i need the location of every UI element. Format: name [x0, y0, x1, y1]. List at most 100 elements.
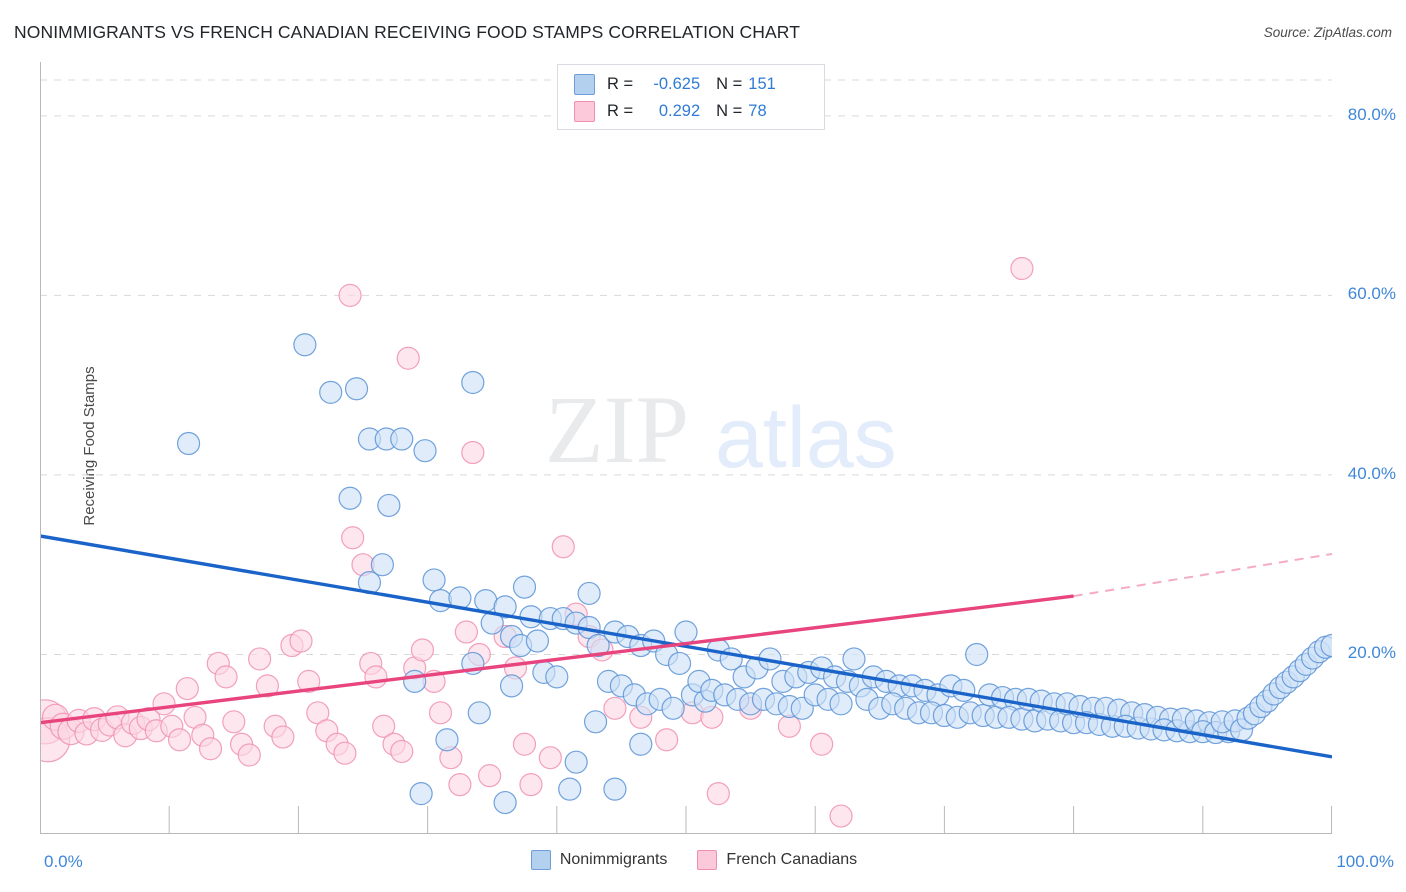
trend-line-french-canadians	[40, 594, 1074, 725]
y-axis-tick-label: 60.0%	[1347, 284, 1396, 304]
data-point	[661, 696, 685, 720]
data-point	[493, 595, 517, 619]
data-point	[551, 535, 575, 559]
data-point	[965, 642, 989, 667]
data-point	[512, 575, 537, 599]
data-point	[248, 647, 272, 671]
data-point	[454, 620, 478, 644]
source-attribution: Source: ZipAtlas.com	[1263, 25, 1392, 40]
series-legend-swatch-french-canadians	[697, 850, 718, 870]
data-point	[152, 692, 176, 716]
watermark: ZIP atlas	[545, 376, 897, 486]
data-point	[372, 714, 396, 738]
data-point	[448, 773, 472, 797]
trend-line-nonimmigrants	[40, 534, 1332, 759]
data-point	[478, 764, 502, 788]
data-point	[461, 370, 485, 395]
x-axis-ticks	[40, 806, 1332, 834]
data-point	[655, 728, 679, 752]
data-point	[410, 638, 435, 662]
data-point	[512, 732, 537, 756]
data-point	[255, 674, 279, 698]
data-point	[422, 568, 446, 592]
data-point	[829, 804, 853, 828]
data-point	[344, 377, 369, 401]
watermark-zip: ZIP	[545, 376, 689, 483]
data-point	[629, 732, 653, 756]
data-point	[338, 486, 362, 510]
data-point	[319, 380, 343, 404]
data-point	[175, 676, 199, 701]
series-legend-item-nonimmigrants[interactable]: Nonimmigrants	[530, 850, 667, 870]
data-point	[428, 701, 453, 725]
y-axis-tick-label: 20.0%	[1347, 643, 1396, 663]
data-point	[525, 629, 550, 653]
french-canadian-points	[40, 256, 1034, 828]
data-point	[176, 431, 201, 456]
data-point	[413, 439, 437, 463]
data-point	[364, 665, 388, 689]
stats-legend: R = -0.625 N = 151 R = 0.292 N = 78	[557, 64, 825, 130]
data-point	[198, 737, 223, 761]
data-point	[519, 605, 543, 629]
trend-line-extension-french-canadians	[1073, 552, 1332, 598]
legend-swatch-nonimmigrants	[574, 74, 595, 95]
n-value-pink: 78	[748, 102, 767, 120]
data-point	[409, 782, 433, 806]
data-point	[667, 651, 692, 676]
r-label-blue: R =	[607, 75, 634, 93]
data-point	[435, 728, 459, 752]
data-point	[293, 333, 317, 357]
data-point	[577, 581, 601, 606]
data-point	[370, 553, 394, 577]
data-point	[377, 493, 401, 518]
series-legend-swatch-nonimmigrants	[530, 850, 551, 870]
data-point	[390, 427, 414, 451]
data-point	[706, 782, 730, 806]
n-value-blue: 151	[748, 75, 776, 93]
data-point	[461, 440, 485, 465]
n-label-pink: N =	[716, 102, 743, 120]
data-point	[214, 665, 238, 689]
data-point	[603, 696, 627, 720]
data-point	[390, 739, 414, 764]
data-point	[396, 346, 420, 370]
r-value-blue: -0.625	[653, 75, 701, 93]
x-axis-max-label: 100.0%	[1336, 852, 1394, 871]
data-point	[952, 678, 976, 702]
data-point	[338, 283, 362, 307]
data-point	[564, 750, 588, 774]
data-point	[493, 790, 517, 815]
data-point	[842, 647, 866, 671]
n-label-blue: N =	[716, 75, 743, 93]
data-point	[467, 701, 491, 725]
scatter-svg: ZIP atlas	[40, 62, 1332, 834]
data-point	[538, 746, 562, 770]
series-legend: Nonimmigrants French Canadians	[0, 850, 1406, 870]
series-legend-label-french-canadians: French Canadians	[726, 851, 858, 868]
r-label-pink: R =	[607, 102, 634, 120]
data-point	[167, 728, 192, 752]
page-title: NONIMMIGRANTS VS FRENCH CANADIAN RECEIVI…	[14, 22, 801, 42]
data-point	[403, 669, 427, 693]
data-point	[474, 589, 498, 613]
stats-legend-row-french-canadians: R = 0.292 N = 78	[574, 98, 814, 125]
series-legend-item-french-canadians[interactable]: French Canadians	[697, 850, 857, 870]
data-point	[674, 620, 698, 644]
stats-legend-row-nonimmigrants: R = -0.625 N = 151	[574, 71, 814, 98]
data-point	[222, 710, 246, 734]
data-point	[558, 777, 582, 801]
data-point	[271, 725, 295, 749]
trend-lines	[40, 534, 1332, 759]
data-point	[603, 777, 627, 801]
data-point	[1320, 633, 1332, 658]
legend-swatch-french-canadians	[574, 101, 595, 122]
data-point	[810, 732, 834, 756]
data-point	[237, 743, 261, 767]
data-point	[1010, 256, 1034, 281]
data-point	[583, 710, 608, 734]
plot-area: ZIP atlas	[40, 62, 1332, 834]
data-point	[586, 633, 610, 658]
x-axis-min-label: 0.0%	[44, 852, 83, 871]
